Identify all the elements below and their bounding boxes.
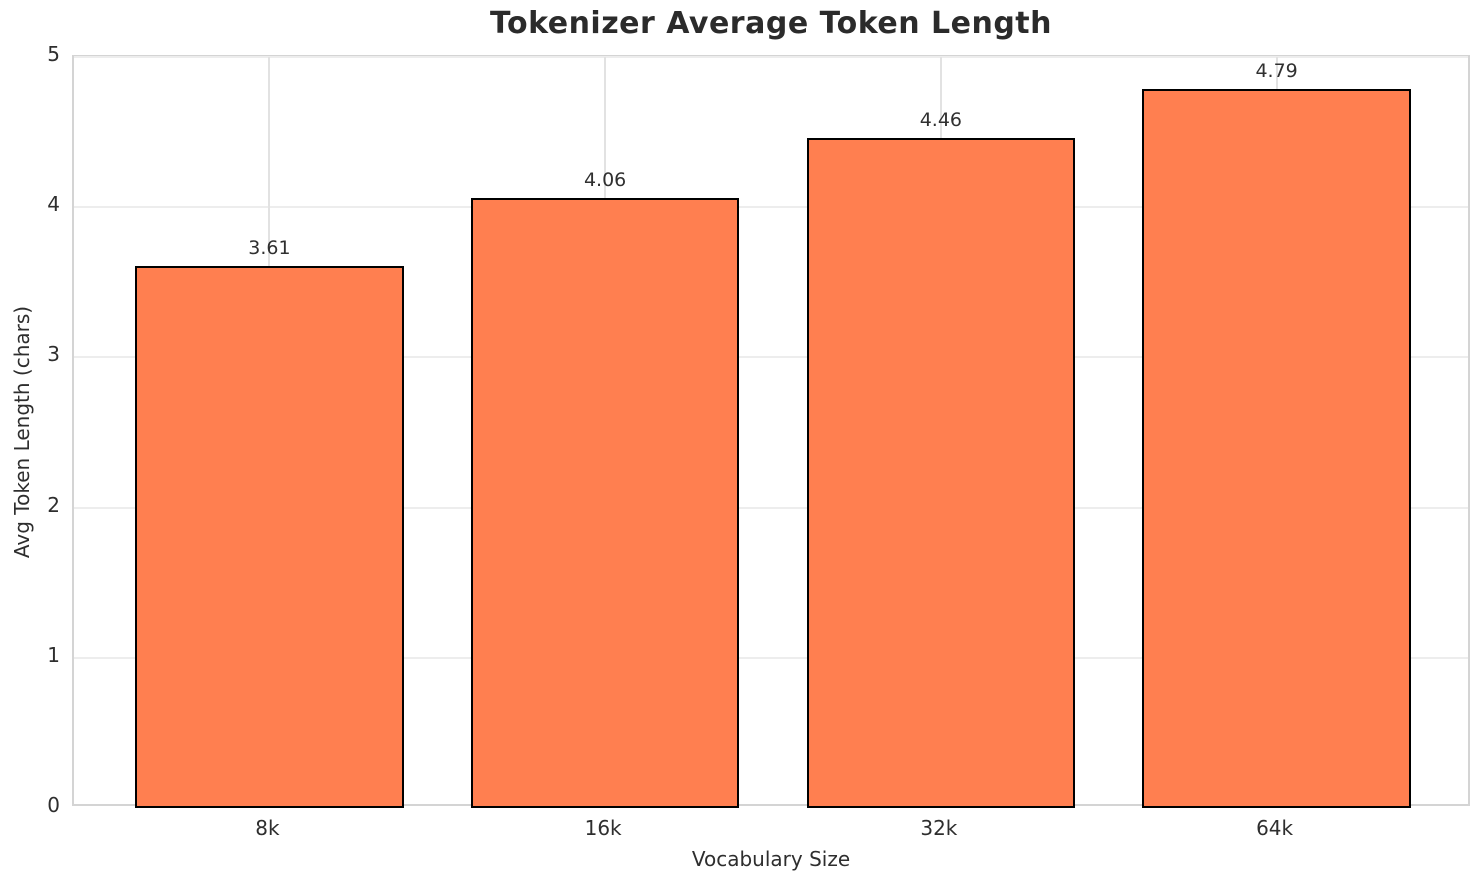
- y-tick-label: 5: [47, 42, 60, 66]
- x-axis-label: Vocabulary Size: [691, 847, 851, 871]
- plot-area: 3.61 4.06 4.46 4.79: [72, 55, 1470, 808]
- gridline-horizontal: [74, 506, 1468, 509]
- chart-title: Tokenizer Average Token Length: [489, 6, 1052, 41]
- gridline-horizontal: [74, 656, 1468, 659]
- bar-8k: [135, 265, 404, 808]
- gridline-horizontal: [74, 56, 1468, 58]
- y-tick-label: 1: [47, 642, 60, 667]
- x-tick-label-32k: 32k: [920, 816, 958, 840]
- x-tick-label-8k: 8k: [255, 816, 280, 840]
- y-tick-label: 4: [47, 192, 60, 217]
- x-tick-label-64k: 64k: [1256, 816, 1294, 840]
- gridline-horizontal: [74, 206, 1468, 209]
- y-tick-label: 0: [47, 793, 60, 817]
- y-axis-label: Avg Token Length (chars): [10, 305, 34, 559]
- bar-64k: [1142, 88, 1411, 808]
- y-tick-label: 3: [47, 342, 60, 367]
- bar-32k: [806, 138, 1076, 808]
- y-tick-label: 2: [47, 492, 60, 517]
- bar-value-label: 4.79: [1255, 59, 1298, 82]
- gridline-horizontal: [74, 356, 1468, 359]
- bar-value-label: 4.06: [583, 169, 627, 192]
- x-tick-label-16k: 16k: [584, 816, 622, 840]
- bar-value-label: 3.61: [248, 236, 291, 259]
- bar-16k: [470, 198, 740, 808]
- bar-value-label: 4.46: [919, 109, 963, 132]
